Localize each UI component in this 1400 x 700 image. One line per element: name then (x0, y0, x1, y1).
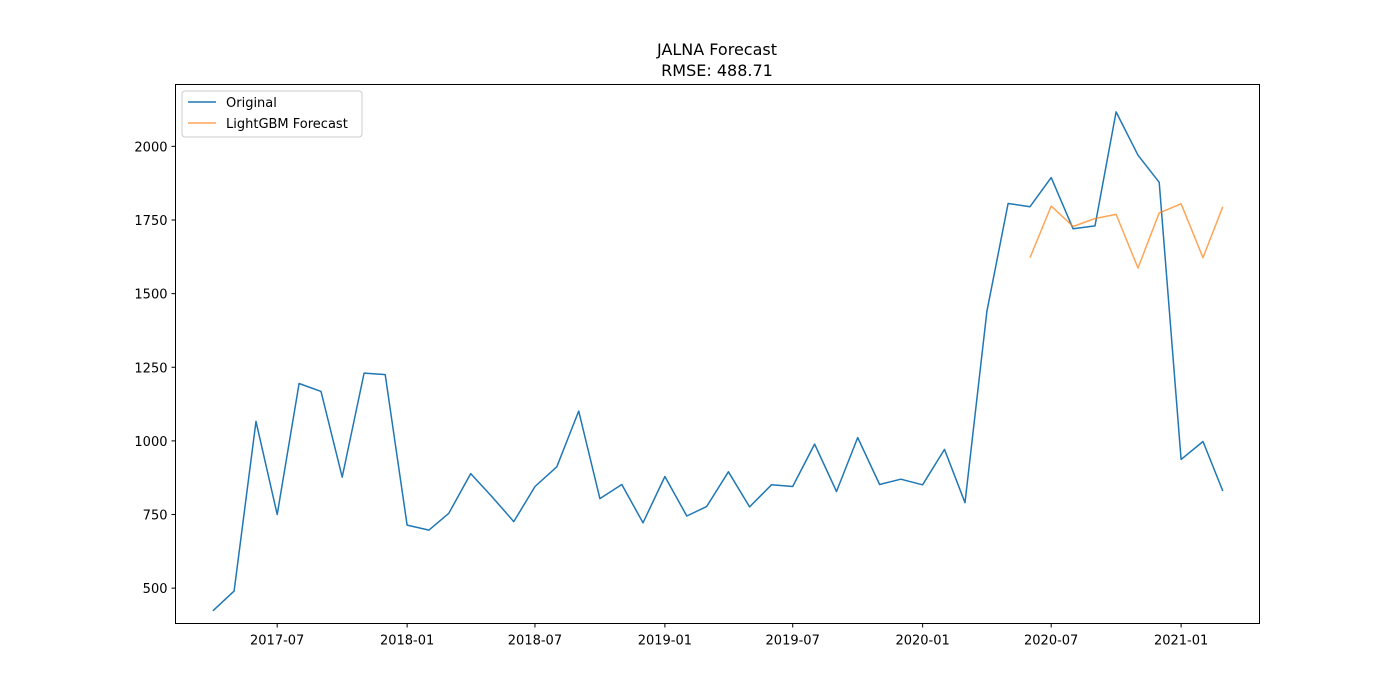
series-line-forecast (1029, 203, 1224, 269)
x-tick-label: 2018-07 (508, 634, 562, 649)
x-tick-label: 2017-07 (250, 634, 304, 649)
legend-label-original: Original (226, 96, 277, 111)
legend: Original LightGBM Forecast (181, 90, 363, 138)
x-tick-label: 2019-07 (766, 634, 820, 649)
x-tick-label: 2019-01 (638, 634, 692, 649)
chart-title: JALNA Forecast (656, 40, 777, 59)
y-axis: 500 750 1000 1250 1500 1750 2000 (134, 140, 176, 597)
legend-box (181, 90, 363, 138)
series-layer (212, 111, 1224, 612)
y-tick-label: 1000 (134, 435, 167, 450)
legend-label-forecast: LightGBM Forecast (226, 117, 348, 132)
y-tick-label: 1500 (134, 288, 167, 303)
series-line-original (212, 111, 1224, 612)
x-tick-label: 2020-01 (895, 634, 949, 649)
y-tick-label: 1250 (134, 361, 167, 376)
x-axis: 2017-07 2018-01 2018-07 2019-01 2019-07 2020-… (250, 623, 1208, 649)
x-tick-label: 2021-01 (1154, 634, 1208, 649)
y-tick-label: 500 (143, 582, 168, 597)
plot-area (175, 84, 1260, 624)
chart-subtitle: RMSE: 488.71 (661, 61, 773, 80)
y-tick-label: 1750 (134, 214, 167, 229)
y-tick-label: 750 (143, 509, 168, 524)
x-tick-label: 2018-01 (380, 634, 434, 649)
y-tick-label: 2000 (134, 140, 167, 155)
x-tick-label: 2020-07 (1024, 634, 1078, 649)
